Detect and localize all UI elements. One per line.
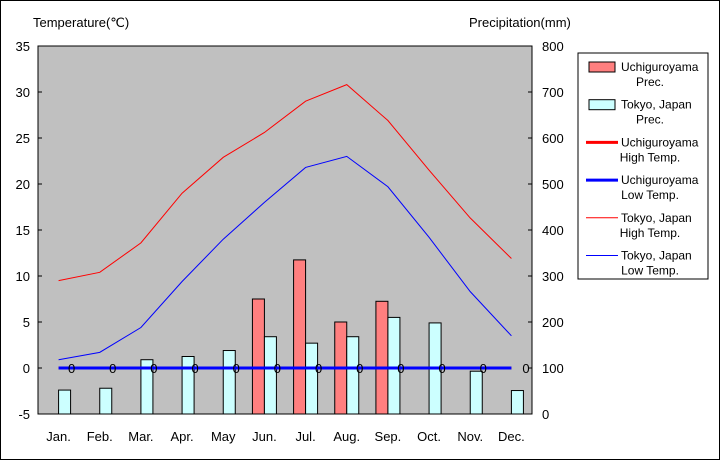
precip-bar-tokyo-6 — [305, 342, 319, 415]
plot-area — [37, 45, 533, 415]
legend-text-2-0: Uchiguroyama — [621, 135, 699, 149]
zero-value-labels: 0 0 0 0 0 0 0 0 0 0 0 0 — [68, 361, 530, 376]
legend-swatch-0 — [588, 61, 616, 73]
x-tick-label-8: Sep. — [375, 429, 402, 444]
x-tick-label-9: Oct. — [417, 429, 441, 444]
precip-bar-tokyo-11 — [510, 390, 524, 415]
zero-label-3: 0 — [191, 361, 198, 376]
left-tick-label-6: 25 — [16, 131, 30, 146]
left-axis-label: Temperature(℃) — [33, 15, 129, 30]
precipitation-bars — [58, 259, 524, 415]
precip-bar-tokyo-2 — [140, 359, 154, 415]
legend-text-3-0: Uchiguroyama — [621, 173, 699, 187]
right-tick-label-0: 0 — [542, 407, 549, 422]
zero-label-9: 0 — [438, 361, 445, 376]
zero-label-7: 0 — [356, 361, 363, 376]
right-tick-label-8: 800 — [542, 39, 564, 54]
left-tick-label-5: 20 — [16, 177, 30, 192]
legend-text-2-1: High Temp. — [620, 150, 680, 164]
x-tick-label-11: Dec. — [498, 429, 525, 444]
zero-label-8: 0 — [397, 361, 404, 376]
right-tick-label-2: 200 — [542, 315, 564, 330]
legend-text-3-1: Low Temp. — [621, 188, 679, 202]
precip-bar-tokyo-7 — [346, 336, 360, 415]
legend-text-5-1: Low Temp. — [621, 264, 679, 278]
precip-bar-tokyo-10 — [469, 370, 483, 415]
precip-bar-tokyo-1 — [99, 387, 113, 415]
right-tick-label-4: 400 — [542, 223, 564, 238]
axes: -5 0 5 10 15 20 25 30 35 0 100 200 300 400 500 600 700 80… — [16, 39, 564, 444]
x-tick-label-1: Feb. — [87, 429, 113, 444]
left-tick-label-0: -5 — [18, 407, 30, 422]
precip-bar-uchiguroyama-5 — [251, 298, 265, 415]
precip-bar-tokyo-8 — [387, 316, 401, 415]
left-tick-label-7: 30 — [16, 85, 30, 100]
x-tick-label-10: Nov. — [457, 429, 483, 444]
zero-label-11: 0 — [522, 361, 529, 376]
legend-box — [577, 52, 709, 280]
x-tick-label-2: Mar. — [128, 429, 153, 444]
left-tick-label-3: 10 — [16, 269, 30, 284]
left-tick-label-4: 15 — [16, 223, 30, 238]
temperature-lines — [58, 84, 512, 370]
right-tick-label-7: 700 — [542, 85, 564, 100]
x-tick-label-3: Apr. — [171, 429, 194, 444]
right-axis-label: Precipitation(mm) — [469, 15, 571, 30]
precip-bar-uchiguroyama-6 — [293, 259, 307, 415]
precip-bar-uchiguroyama-8 — [375, 300, 389, 415]
x-tick-label-7: Aug. — [333, 429, 360, 444]
zero-label-4: 0 — [233, 361, 240, 376]
x-tick-label-6: Jul. — [295, 429, 315, 444]
precip-bar-tokyo-4 — [222, 350, 236, 415]
zero-label-5: 0 — [274, 361, 281, 376]
zero-label-2: 0 — [150, 361, 157, 376]
legend-swatch-1 — [588, 99, 616, 111]
left-tick-label-8: 35 — [16, 39, 30, 54]
legend-text-5-0: Tokyo, Japan — [621, 249, 692, 263]
zero-label-6: 0 — [315, 361, 322, 376]
legend-text-4-1: High Temp. — [620, 226, 680, 240]
precip-bar-tokyo-3 — [181, 356, 195, 415]
zero-label-10: 0 — [480, 361, 487, 376]
temp-line-2 — [58, 84, 512, 282]
legend-text-1-1: Prec. — [636, 113, 664, 127]
right-tick-label-3: 300 — [542, 269, 564, 284]
x-tick-label-4: May — [211, 429, 236, 444]
zero-label-0: 0 — [68, 361, 75, 376]
legend-text-4-0: Tokyo, Japan — [621, 211, 692, 225]
legend-text-0-0: Uchiguroyama — [621, 60, 699, 74]
legend-text-0-1: Prec. — [636, 75, 664, 89]
left-tick-label-1: 0 — [23, 361, 30, 376]
legend-text-1-0: Tokyo, Japan — [621, 98, 692, 112]
left-tick-label-2: 5 — [23, 315, 30, 330]
x-tick-label-0: Jan. — [46, 429, 71, 444]
right-tick-label-6: 600 — [542, 131, 564, 146]
right-tick-label-5: 500 — [542, 177, 564, 192]
right-tick-label-1: 100 — [542, 361, 564, 376]
x-tick-label-5: Jun. — [252, 429, 277, 444]
zero-label-1: 0 — [109, 361, 116, 376]
temp-line-3 — [58, 155, 512, 361]
precip-bar-tokyo-0 — [58, 389, 72, 415]
precip-bar-tokyo-5 — [263, 336, 277, 415]
